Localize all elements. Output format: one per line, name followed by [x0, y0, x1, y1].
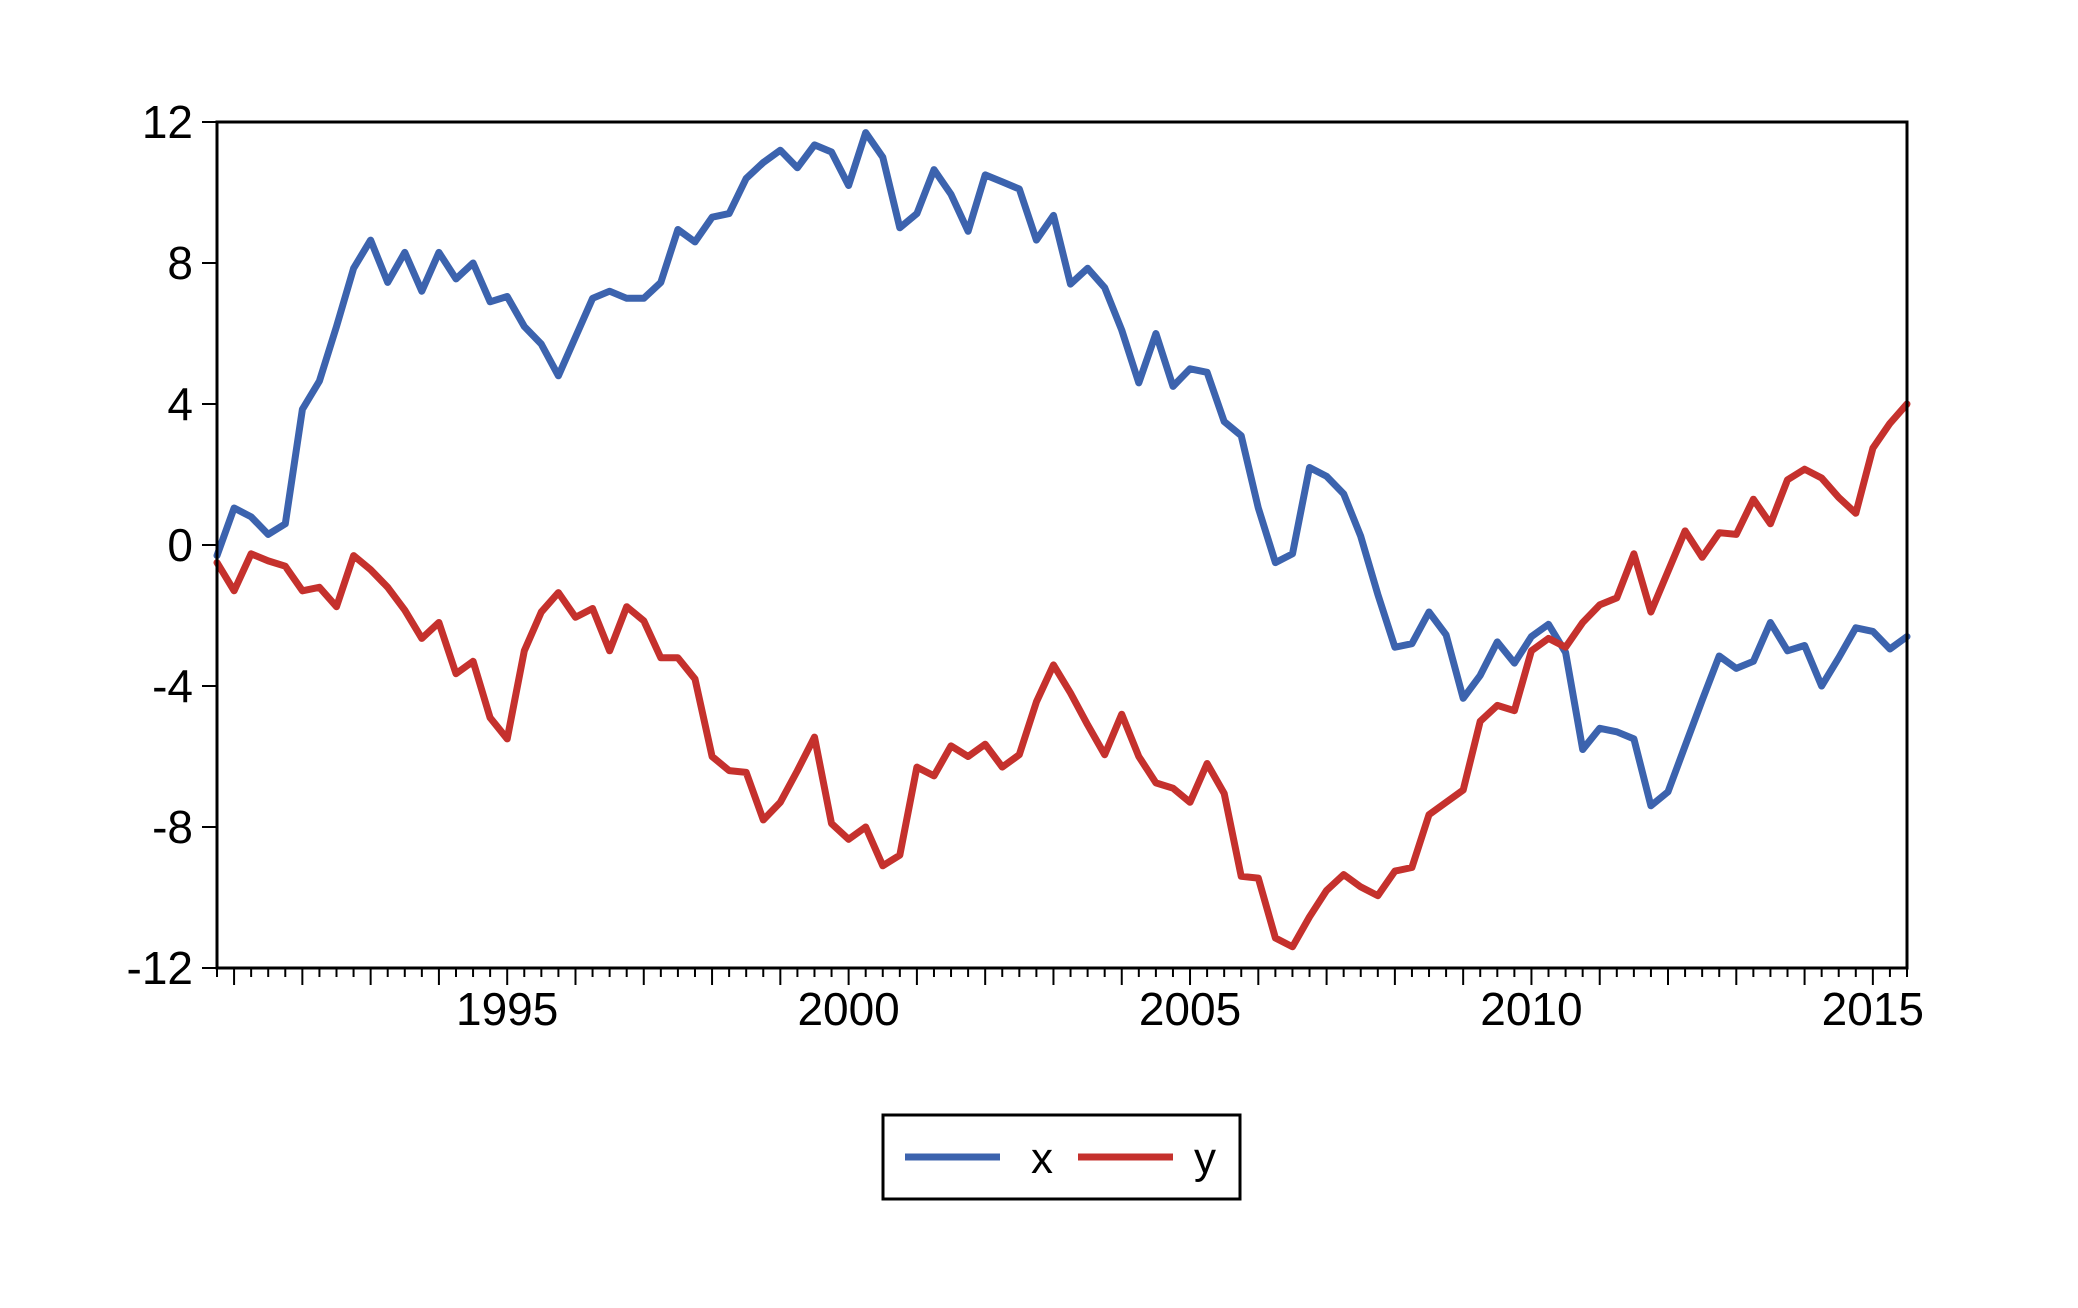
x-axis-year-label: 2005 [1139, 983, 1241, 1035]
x-axis-year-label: 2010 [1480, 983, 1582, 1035]
x-axis-year-label: 1995 [456, 983, 558, 1035]
legend-label-y: y [1194, 1134, 1216, 1183]
y-axis-tick-label: -4 [152, 660, 193, 712]
y-axis-tick-label: 12 [142, 96, 193, 148]
series-lines [213, 129, 1911, 951]
legend: x y [881, 1113, 1242, 1201]
y-axis-tick-label: 0 [167, 519, 193, 571]
series-line-y [213, 400, 1911, 951]
y-axis-tick-label: -8 [152, 801, 193, 853]
plot-frame [215, 120, 1909, 970]
series-line-x [213, 129, 1911, 810]
y-axis-tick-label: -12 [127, 942, 193, 994]
y-axis-tick-label: 8 [167, 237, 193, 289]
axis-ticks: 12 8 4 0 -4 -8 -12 1995 2000 2005 2010 2015 [127, 96, 1925, 1035]
y-axis-tick-label: 4 [167, 378, 193, 430]
legend-label-x: x [1031, 1134, 1053, 1183]
x-axis-year-label: 2015 [1822, 983, 1924, 1035]
x-axis-year-label: 2000 [797, 983, 899, 1035]
